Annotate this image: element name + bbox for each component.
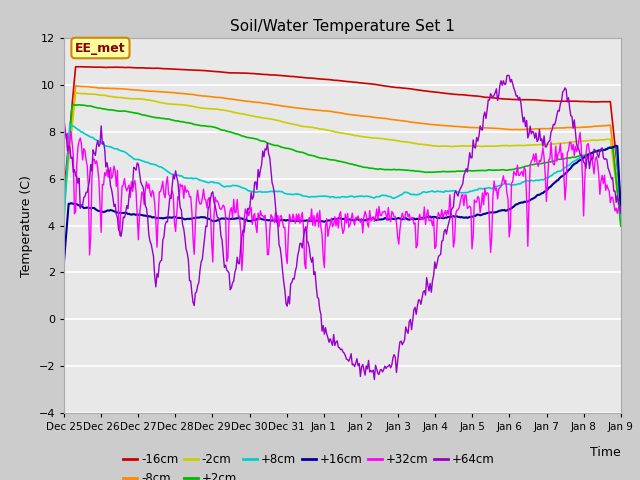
-16cm [399, 85, 407, 91]
+32cm [470, 197, 478, 203]
+8cm [373, 194, 381, 200]
-16cm [617, 197, 625, 203]
Line: +32cm: +32cm [64, 120, 621, 270]
-16cm [77, 64, 85, 70]
Line: -2cm: -2cm [64, 93, 621, 220]
Line: -8cm: -8cm [64, 86, 621, 212]
-2cm [72, 90, 79, 96]
+64cm [470, 144, 478, 150]
+16cm [234, 216, 241, 221]
-2cm [567, 139, 575, 145]
-16cm [296, 74, 304, 80]
Text: Time: Time [590, 446, 621, 459]
+32cm [238, 267, 246, 273]
+64cm [373, 366, 381, 372]
+2cm [399, 167, 407, 173]
+32cm [617, 209, 625, 215]
Line: +16cm: +16cm [64, 146, 621, 262]
+2cm [567, 155, 575, 161]
Line: +64cm: +64cm [64, 75, 621, 380]
Line: +8cm: +8cm [64, 124, 621, 221]
+8cm [617, 213, 625, 219]
-8cm [296, 105, 304, 111]
+8cm [399, 190, 407, 196]
+64cm [234, 254, 241, 260]
+64cm [568, 114, 576, 120]
+8cm [60, 218, 68, 224]
-2cm [470, 143, 478, 149]
-2cm [234, 110, 242, 116]
+16cm [399, 216, 406, 222]
+16cm [372, 217, 380, 223]
-16cm [234, 70, 242, 76]
+2cm [373, 166, 381, 172]
+16cm [469, 214, 477, 219]
-2cm [373, 135, 381, 141]
-16cm [470, 93, 478, 99]
+8cm [296, 192, 304, 197]
+32cm [296, 220, 304, 226]
+8cm [470, 188, 478, 193]
+2cm [470, 168, 478, 174]
-2cm [60, 203, 68, 208]
+64cm [504, 72, 512, 78]
+16cm [612, 143, 620, 149]
-16cm [60, 190, 68, 196]
Legend: -16cm, -8cm, -2cm, +2cm, +8cm, +16cm, +32cm, +64cm: -16cm, -8cm, -2cm, +2cm, +8cm, +16cm, +3… [118, 449, 499, 480]
+64cm [295, 248, 303, 254]
Line: +2cm: +2cm [64, 105, 621, 226]
Line: -16cm: -16cm [64, 67, 621, 200]
+16cm [617, 207, 625, 213]
Text: EE_met: EE_met [75, 41, 126, 55]
+2cm [234, 132, 242, 137]
+8cm [66, 121, 74, 127]
+32cm [373, 206, 381, 212]
+32cm [60, 117, 68, 122]
-8cm [567, 125, 575, 131]
+8cm [567, 161, 575, 167]
+32cm [399, 215, 407, 220]
Title: Soil/Water Temperature Set 1: Soil/Water Temperature Set 1 [230, 20, 455, 35]
+64cm [617, 211, 625, 216]
-8cm [60, 199, 68, 205]
+64cm [371, 377, 378, 383]
+16cm [566, 166, 573, 172]
Y-axis label: Temperature (C): Temperature (C) [20, 175, 33, 276]
-2cm [296, 123, 304, 129]
+2cm [617, 223, 625, 229]
+2cm [60, 202, 68, 208]
-16cm [373, 82, 381, 87]
-8cm [617, 209, 625, 215]
-2cm [399, 139, 407, 144]
+64cm [399, 339, 407, 345]
-8cm [399, 118, 407, 124]
-2cm [617, 217, 625, 223]
-8cm [470, 125, 478, 131]
-8cm [234, 97, 242, 103]
+32cm [567, 140, 575, 145]
-8cm [373, 115, 381, 120]
-8cm [72, 83, 79, 89]
+32cm [234, 197, 241, 203]
+16cm [60, 259, 68, 264]
+64cm [60, 123, 68, 129]
+2cm [76, 102, 83, 108]
+16cm [295, 218, 303, 224]
+2cm [296, 149, 304, 155]
-16cm [567, 98, 575, 104]
+8cm [234, 183, 242, 189]
